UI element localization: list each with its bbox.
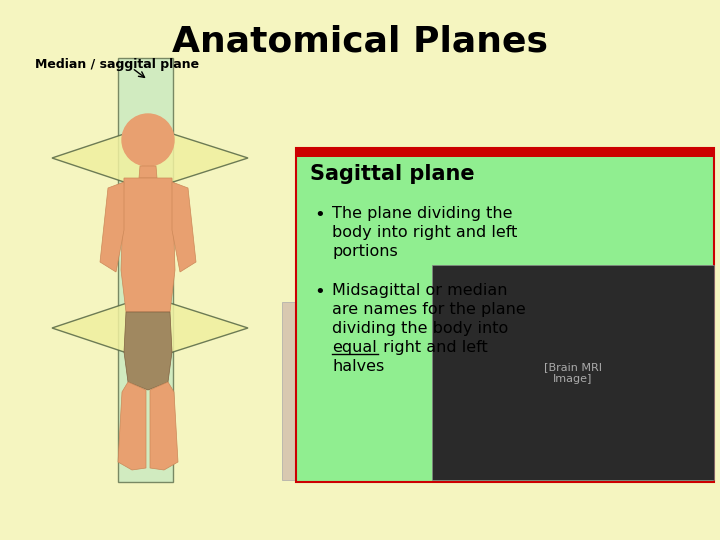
Polygon shape <box>139 166 157 178</box>
Text: •: • <box>314 283 325 301</box>
Text: body into right and left: body into right and left <box>332 225 518 240</box>
Polygon shape <box>124 312 172 390</box>
Polygon shape <box>172 182 196 272</box>
Text: The plane dividing the: The plane dividing the <box>332 206 513 221</box>
Text: Sagittal plane: Sagittal plane <box>310 164 474 184</box>
FancyBboxPatch shape <box>296 148 714 482</box>
Text: [Brain MRI
Image]: [Brain MRI Image] <box>544 362 602 384</box>
Polygon shape <box>52 126 248 190</box>
Text: •: • <box>314 206 325 224</box>
Text: equal: equal <box>332 340 377 355</box>
Polygon shape <box>52 296 248 360</box>
Polygon shape <box>118 382 146 470</box>
Text: Median / saggital plane: Median / saggital plane <box>35 58 199 71</box>
Polygon shape <box>150 382 178 470</box>
Text: are names for the plane: are names for the plane <box>332 302 526 317</box>
FancyBboxPatch shape <box>282 302 420 480</box>
Text: halves: halves <box>332 359 384 374</box>
Circle shape <box>122 114 174 166</box>
Text: right and left: right and left <box>378 340 487 355</box>
Polygon shape <box>121 178 175 312</box>
Text: portions: portions <box>332 244 397 259</box>
Text: Anatomical Planes: Anatomical Planes <box>172 25 548 59</box>
FancyBboxPatch shape <box>432 265 714 480</box>
Text: dividing the body into: dividing the body into <box>332 321 508 336</box>
Text: Midsagittal or median: Midsagittal or median <box>332 283 508 298</box>
Text: [cross-section
image]: [cross-section image] <box>317 380 385 402</box>
Polygon shape <box>100 182 124 272</box>
Polygon shape <box>118 58 173 482</box>
FancyBboxPatch shape <box>296 147 714 157</box>
